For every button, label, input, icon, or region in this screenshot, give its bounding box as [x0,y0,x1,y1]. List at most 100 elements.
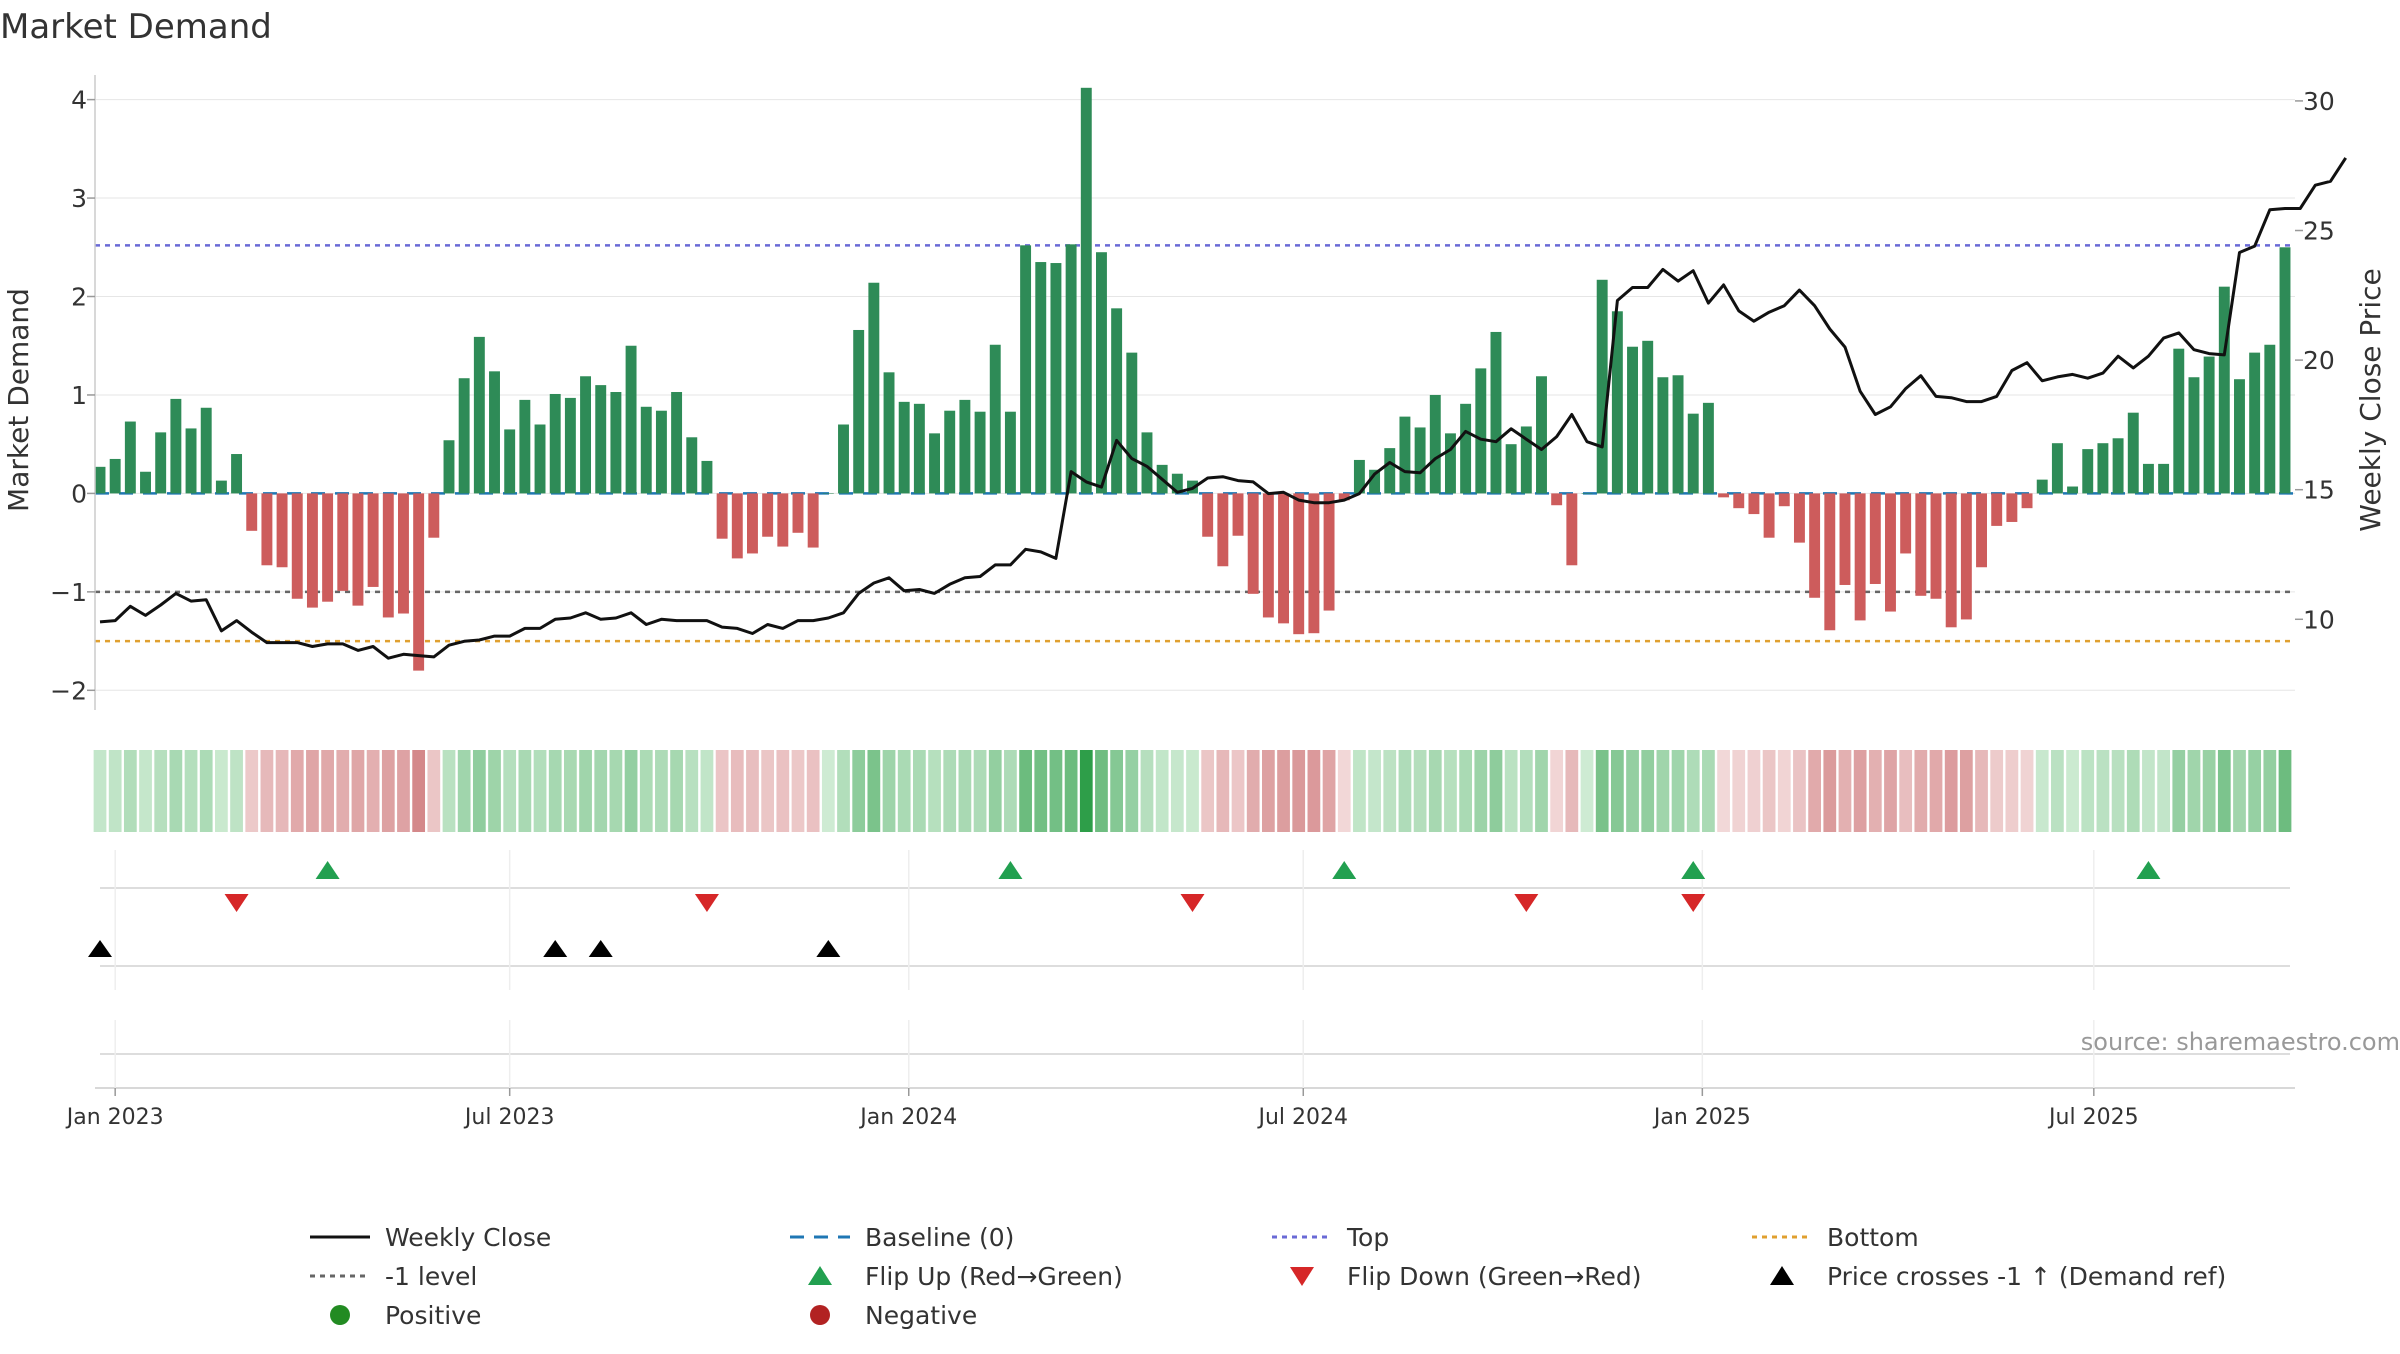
demand-bar [1126,352,1138,494]
chart-title: Market Demand [0,7,272,47]
demand-bar [155,432,167,494]
left-tick-label: −2 [50,676,87,705]
heat-cell [1216,750,1230,832]
demand-bar [519,399,531,494]
heat-cell [1975,750,1988,832]
demand-bar [640,406,652,494]
heat-cell [1110,750,1124,832]
heat-cell [1262,750,1275,832]
heat-cell [1595,750,1609,832]
heat-cell [1140,750,1154,832]
heat-cell [1079,750,1093,832]
heat-cell [2066,750,2079,832]
heat-cell [2096,750,2110,832]
heat-cell [1610,750,1624,832]
heat-cell [700,750,714,832]
demand-bar [2036,479,2048,494]
demand-bar [185,428,197,494]
demand-bar [382,493,394,618]
heat-cell [2172,750,2186,832]
heat-cell [2005,750,2019,832]
legend-item-top: Top [1272,1223,1389,1252]
heat-cell [139,750,152,832]
demand-bar [1399,416,1411,494]
heat-cell [169,750,183,832]
demand-bar [1490,331,1502,494]
heat-cell [427,750,441,832]
demand-bar [352,493,364,606]
demand-bar [1384,448,1396,494]
left-axis-label: Market Demand [2,288,35,512]
heat-cell [533,750,547,832]
x-tick-label: Jul 2025 [2047,1105,2139,1130]
left-tick-label: 2 [71,283,87,312]
demand-bar [200,407,212,494]
demand-bar [261,493,273,566]
demand-bar [2203,356,2215,494]
heat-cell [1125,750,1139,832]
heat-cell [1307,750,1321,832]
demand-bar [1581,493,1593,494]
demand-bar [1778,493,1790,507]
heat-cell [2051,750,2064,832]
heat-cell [715,750,729,832]
demand-bar [1991,493,2003,526]
demand-bar [1627,346,1638,494]
heat-cell [275,750,289,832]
heat-cell [1580,750,1594,832]
demand-bar [1915,493,1927,596]
heat-cell [1337,750,1351,832]
demand-bar [1839,493,1851,585]
heat-cell [1535,750,1548,832]
heat-cell [1170,750,1184,832]
legend-item-baseline: Baseline (0) [790,1223,1014,1252]
x-tick-label: Jan 2025 [1652,1105,1751,1130]
heat-cell [1383,750,1397,832]
right-tick-label: 20 [2303,346,2335,375]
demand-bar [549,393,561,494]
heat-cell [1853,750,1867,832]
heat-cell [1671,750,1685,832]
demand-bar [215,480,227,494]
right-tick-label: 30 [2303,87,2335,116]
heat-cell [1762,750,1776,832]
legend-item-minus1: -1 level [310,1262,477,1291]
legend-label: Positive [385,1301,481,1330]
demand-bar [1976,493,1987,568]
demand-bars [94,87,2291,671]
demand-bar [1050,263,1062,494]
heat-cell [1201,750,1215,832]
demand-bar [1657,377,1669,494]
heat-cell [943,750,957,832]
close-line [99,157,2347,660]
demand-bar [458,378,470,494]
heat-cell [2248,750,2262,832]
demand-bar [534,424,546,494]
legend-label: Flip Up (Red→Green) [865,1262,1123,1291]
demand-bar [2173,348,2185,494]
heat-cell [1793,750,1806,832]
demand-bar [2142,463,2154,494]
heat-cell [1959,750,1973,832]
heat-cell [1368,750,1381,832]
demand-bar [337,493,349,591]
heat-cell [897,750,911,832]
demand-bar [1809,493,1821,598]
heat-cell [837,750,850,832]
heat-cell [2142,750,2155,832]
x-tick-label: Jan 2023 [65,1105,164,1130]
heat-cell [442,750,456,832]
demand-bar [1930,493,1942,599]
demand-bar [822,493,834,494]
demand-bar [1035,262,1047,494]
legend-swatch [330,1305,350,1325]
demand-bar [1141,432,1153,494]
demand-bar [868,282,880,494]
heat-cell [730,750,744,832]
right-axis-label: Weekly Close Price [2354,268,2387,531]
left-tick-label: 4 [71,86,87,115]
demand-bar [701,460,713,494]
legend-item-bottom: Bottom [1752,1223,1919,1252]
flip-up-marker [315,861,340,879]
